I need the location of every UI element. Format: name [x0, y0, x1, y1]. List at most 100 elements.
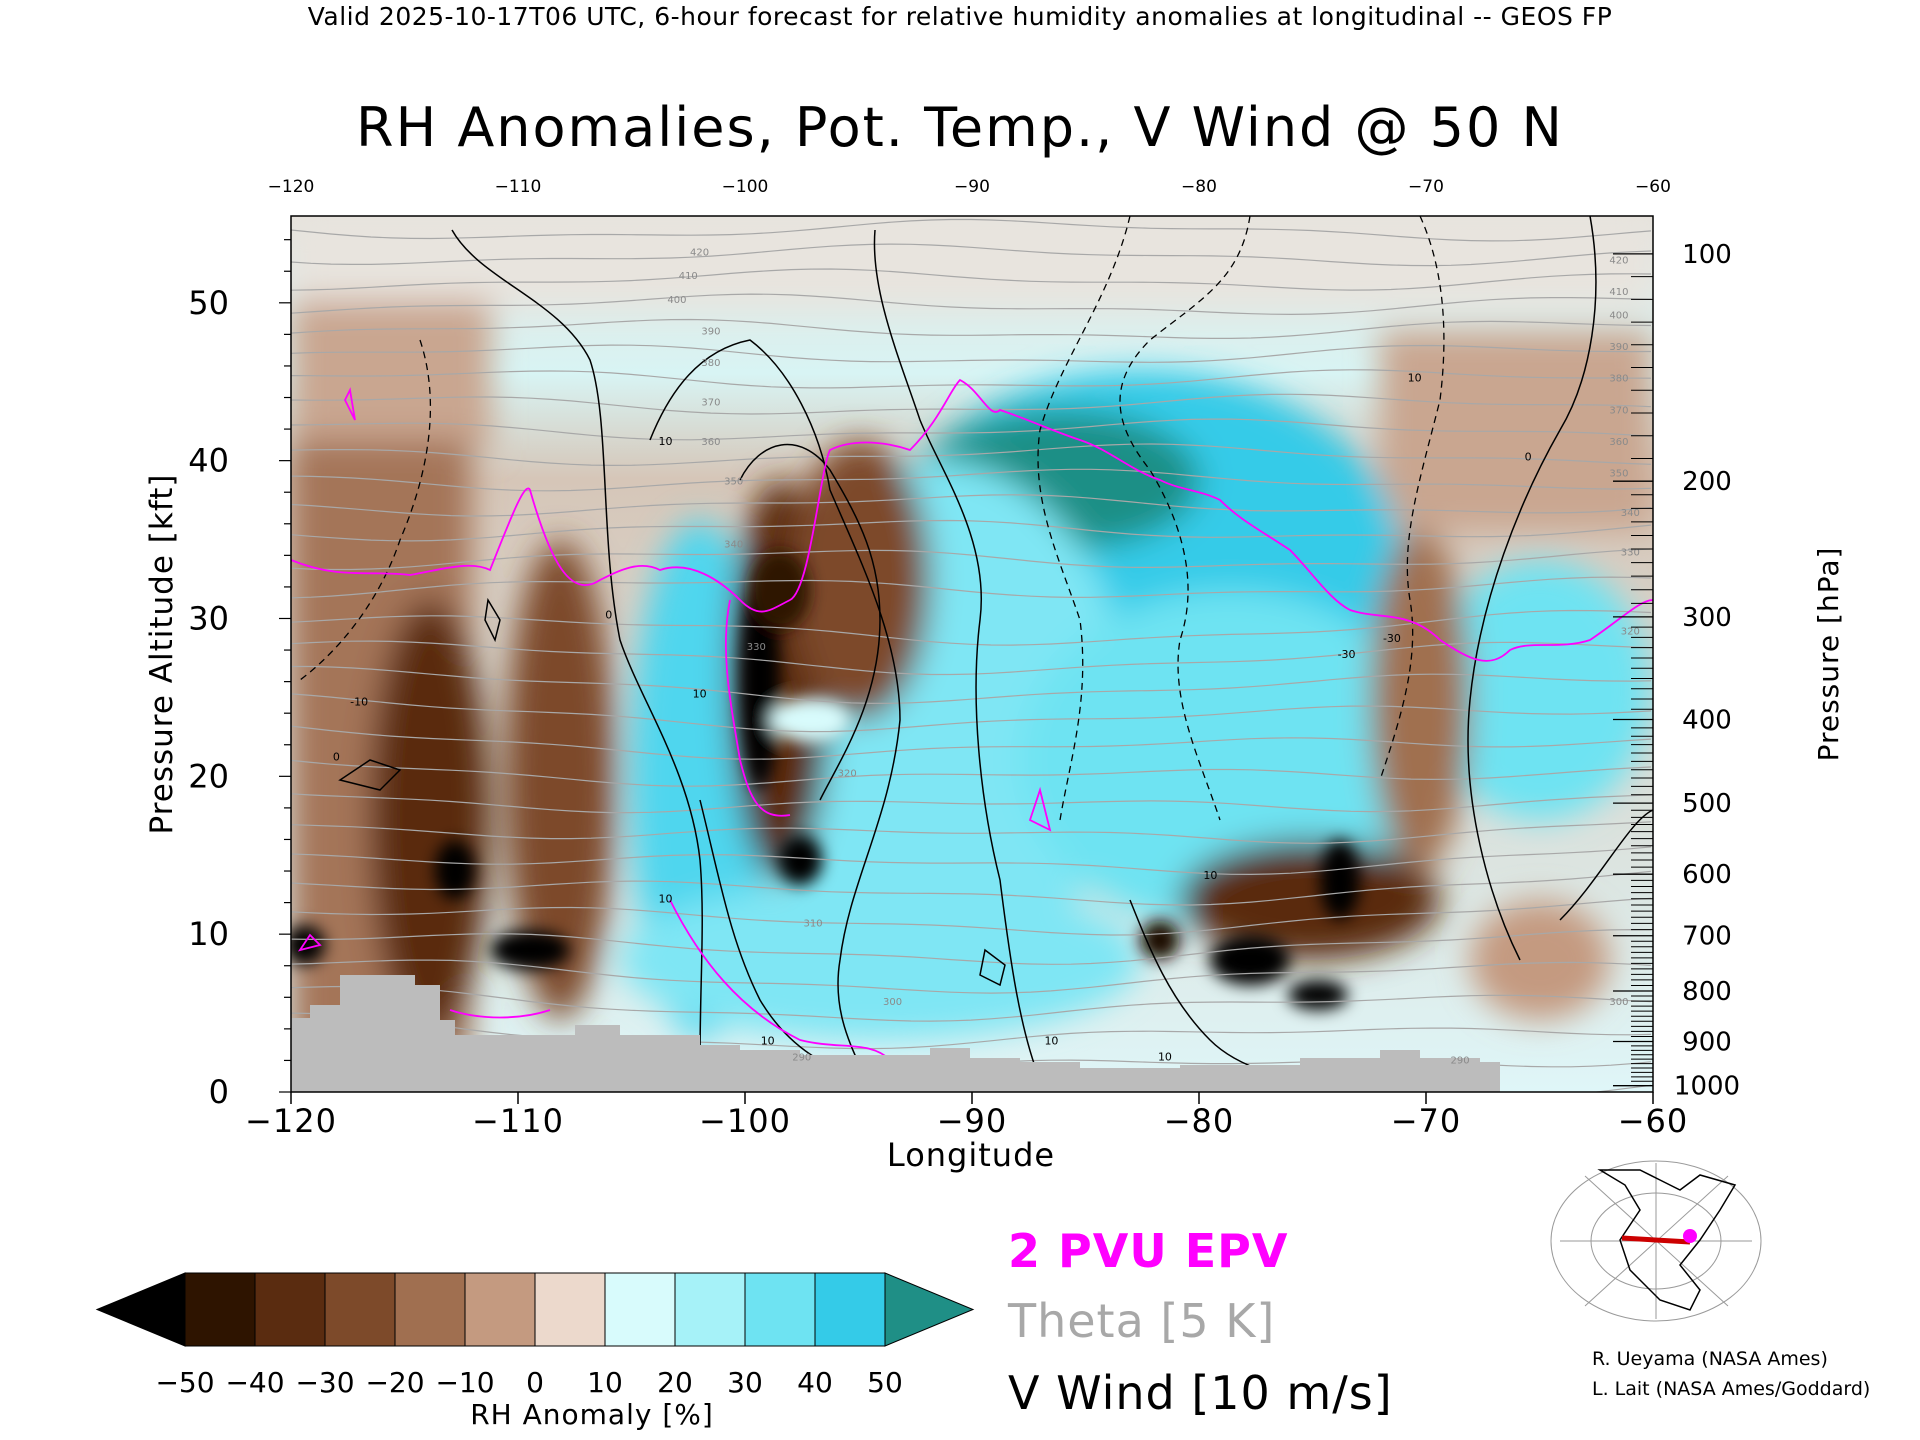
- colorbar-tick-label: −30: [295, 1366, 354, 1399]
- wind-label: 10: [659, 893, 673, 906]
- y-tick-label: 30: [188, 599, 229, 637]
- colorbar-swatch: [674, 1272, 746, 1347]
- x-tick-label: −80: [1164, 1102, 1235, 1140]
- theta-isentrope: [291, 928, 1652, 965]
- wind-label: -30: [1383, 632, 1401, 645]
- colorbar-tick-label: −50: [155, 1366, 214, 1399]
- 2pvu-epv-contours: [291, 378, 1653, 1061]
- colorbar-label: RH Anomaly [%]: [470, 1398, 714, 1431]
- x-tick-label-top: −100: [722, 177, 769, 197]
- x-tick-label-top: −120: [268, 177, 315, 197]
- v-wind-negative-contours: [299, 216, 1445, 821]
- x-tick-label-top: −90: [954, 177, 990, 197]
- theta-isentrope: [291, 793, 1652, 814]
- wind-label: 10: [659, 435, 673, 448]
- valid-time-header: Valid 2025-10-17T06 UTC, 6-hour forecast…: [307, 2, 1613, 31]
- wind-label: 0: [333, 751, 340, 764]
- colorbar-tick-label: 10: [587, 1366, 623, 1399]
- pressure-tick-label: 100: [1682, 240, 1732, 270]
- theta-label: 300: [1609, 997, 1628, 1008]
- theta-label: 340: [724, 539, 743, 550]
- theta-isentrope: [291, 344, 1652, 363]
- theta-label: 290: [1451, 1056, 1470, 1067]
- theta-label: 380: [1609, 374, 1628, 385]
- theta-isentrope: [291, 468, 1652, 492]
- colorbar-tick-label: 50: [867, 1366, 903, 1399]
- theta-isentrope: [291, 846, 1652, 876]
- theta-label: 350: [1609, 468, 1628, 479]
- x-tick-label-top: −110: [495, 177, 542, 197]
- locator-map-inset: [1550, 1160, 1762, 1322]
- pressure-tick-label: 900: [1682, 1027, 1732, 1057]
- v-wind-contours: [338, 216, 1653, 1091]
- colorbar-swatch: [324, 1272, 396, 1347]
- theta-label: 290: [792, 1052, 811, 1063]
- colorbar-swatch: [254, 1272, 326, 1347]
- theta-isentrope: [291, 318, 1652, 339]
- theta-isentrope: [291, 393, 1652, 415]
- theta-label: 330: [747, 642, 766, 653]
- theta-label: 310: [804, 918, 823, 929]
- theta-label: 390: [701, 326, 720, 337]
- credit-ueyama: R. Ueyama (NASA Ames): [1592, 1348, 1828, 1370]
- theta-label: 400: [667, 295, 686, 306]
- theta-isentrope: [291, 494, 1652, 517]
- x-tick-label-top: −60: [1635, 177, 1671, 197]
- theta-label: 320: [838, 768, 857, 779]
- theta-isentrope: [291, 870, 1652, 906]
- theta-isentrope: [291, 443, 1652, 467]
- x-tick-label: −60: [1618, 1102, 1689, 1140]
- colorbar-swatch: [814, 1272, 886, 1347]
- y-axis-label-left: Pressure Altitude [kft]: [144, 474, 180, 835]
- colorbar-swatch: [184, 1272, 256, 1347]
- x-tick-label: −120: [245, 1102, 337, 1140]
- y-axis-right: 100 200 300 400 500 600 700 800 900 1000: [1613, 240, 1740, 1102]
- wind-label: 0: [605, 608, 612, 621]
- theta-label: 410: [1609, 287, 1628, 298]
- theta-label: 420: [1609, 255, 1628, 266]
- rh-anomaly-field: 420 410 400 390 380 370 360 350 340 330 320 310 300 2…: [291, 216, 1653, 1092]
- y-tick-label: 50: [188, 284, 229, 322]
- theta-isentropes: [291, 218, 1652, 1092]
- theta-isentrope: [291, 693, 1652, 733]
- theta-isentrope: [291, 548, 1652, 571]
- x-axis-top: −120 −110 −100 −90 −80 −70 −60: [268, 177, 1671, 197]
- theta-isentrope: [291, 609, 1652, 646]
- pressure-tick-label: 1000: [1674, 1072, 1740, 1102]
- x-axis-label: Longitude: [887, 1136, 1055, 1174]
- theta-label: 370: [1609, 405, 1628, 416]
- wind-label: 0: [1525, 451, 1532, 464]
- theta-isentrope: [291, 897, 1652, 936]
- theta-isentrope: [291, 725, 1652, 760]
- x-tick-label: −110: [472, 1102, 564, 1140]
- x-axis-bottom: −120 −110 −100 −90 −80 −70 −60: [245, 1092, 1689, 1140]
- theta-isentrope: [291, 959, 1652, 994]
- wind-labels: 10 0 -10 0 10 10 10 10 10 10 -30 -30 10 0: [333, 372, 1532, 1064]
- theta-label: 300: [883, 997, 902, 1008]
- colorbar-swatch: [394, 1272, 466, 1347]
- colorbar-tick-label: −20: [365, 1366, 424, 1399]
- colorbar-swatch: [604, 1272, 676, 1347]
- theta-label: 390: [1609, 342, 1628, 353]
- theta-label: 370: [701, 397, 720, 408]
- x-tick-label-top: −70: [1408, 177, 1444, 197]
- pressure-tick-label: 800: [1682, 977, 1732, 1007]
- y-tick-label: 0: [209, 1073, 229, 1111]
- pressure-tick-label: 600: [1682, 860, 1732, 890]
- pressure-tick-label: 500: [1682, 789, 1732, 819]
- colorbar-tick-label: 20: [657, 1366, 693, 1399]
- pressure-tick-label: 400: [1682, 706, 1732, 736]
- theta-isentrope: [291, 293, 1652, 316]
- chart-title: RH Anomalies, Pot. Temp., V Wind @ 50 N: [356, 96, 1564, 159]
- rh-anomaly-colorbar: −50 −40 −30 −20 −10 0 10 20 30 40 50: [95, 1272, 975, 1399]
- colorbar-tick-label: 0: [526, 1366, 544, 1399]
- wind-label: 10: [1044, 1035, 1058, 1048]
- theta-isentrope: [291, 369, 1652, 389]
- legend-v-wind: V Wind [10 m/s]: [1008, 1366, 1393, 1420]
- theta-label: 350: [724, 476, 743, 487]
- colorbar-tick-label: −10: [435, 1366, 494, 1399]
- colorbar-swatch: [534, 1272, 606, 1347]
- colorbar-tick-label: 40: [797, 1366, 833, 1399]
- theta-isentrope: [291, 665, 1652, 705]
